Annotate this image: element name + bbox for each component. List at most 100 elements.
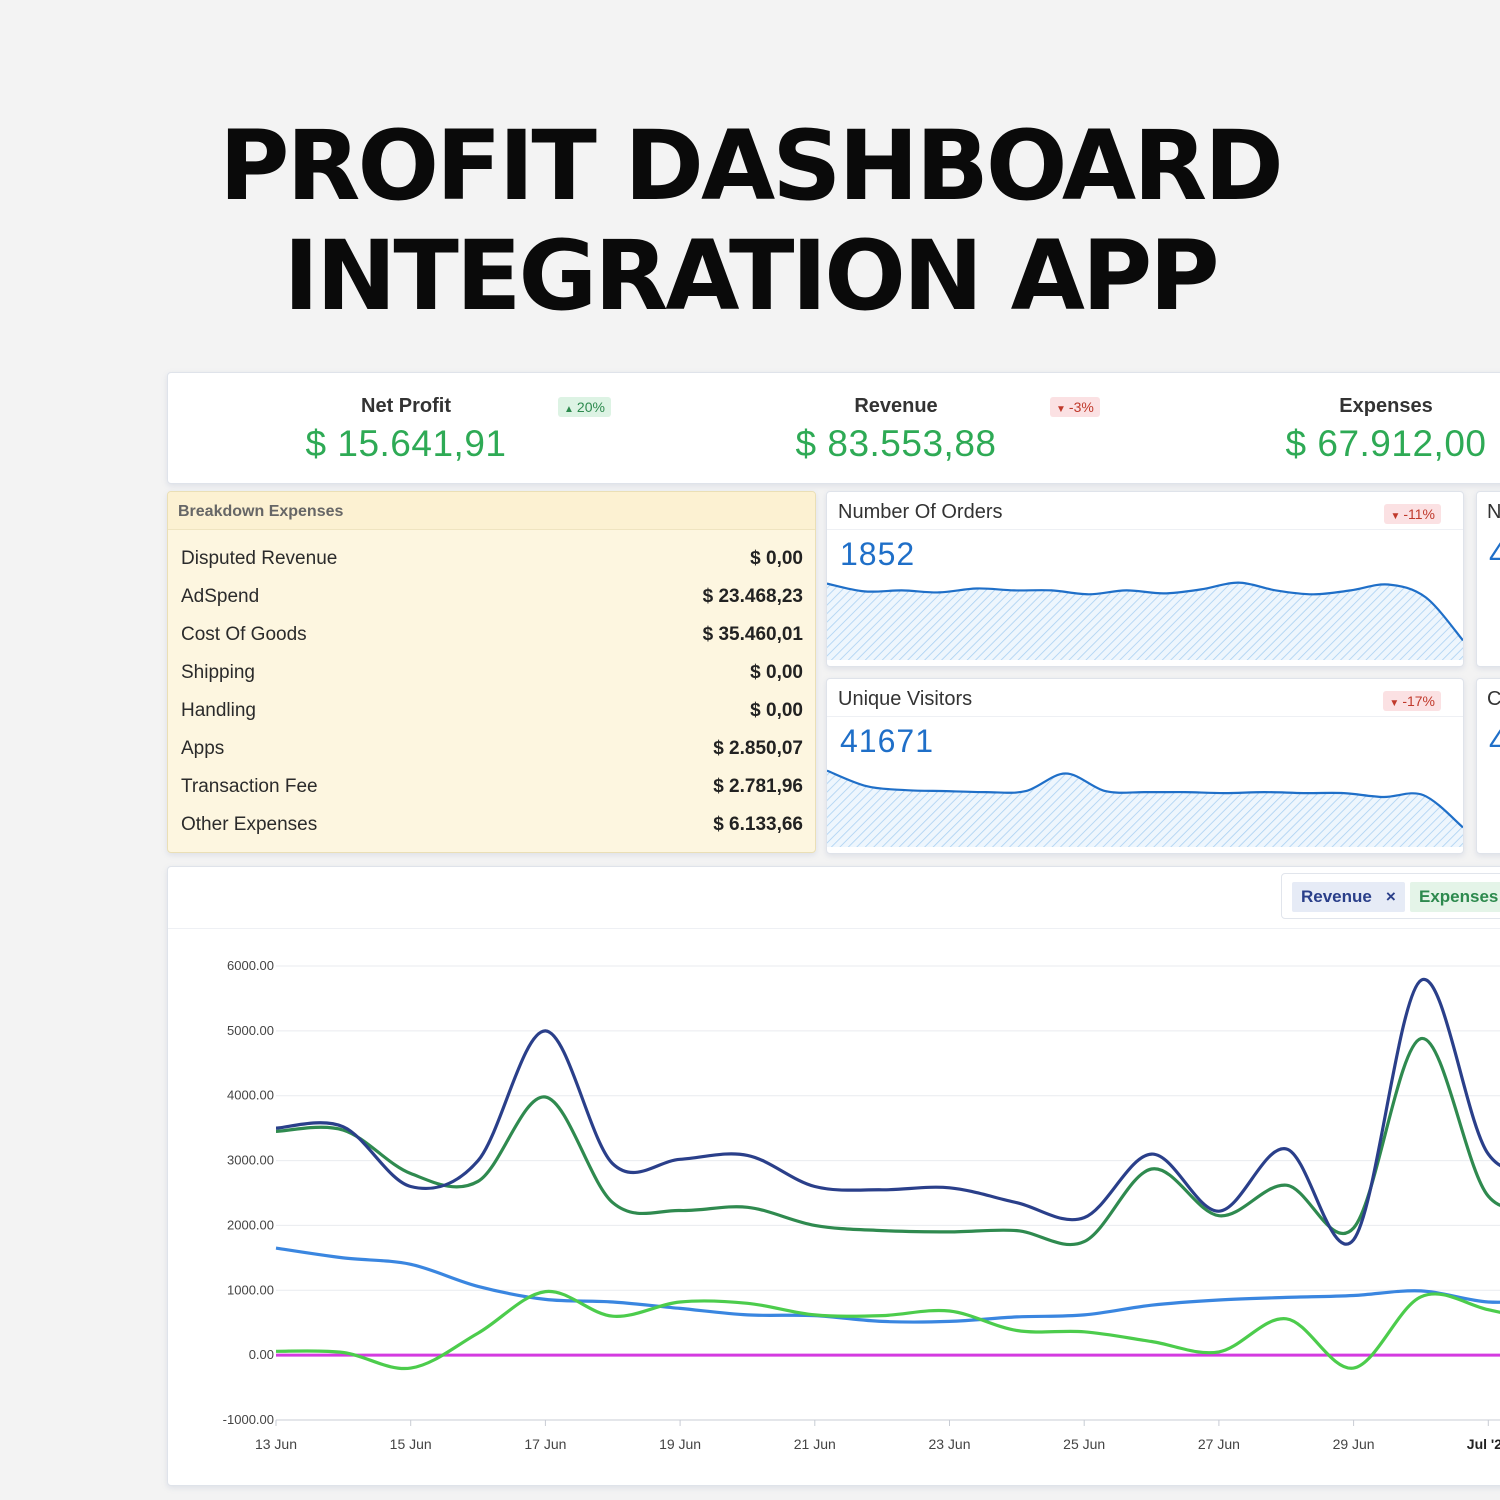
- sparkline-area: [827, 582, 1463, 660]
- x-tick-label: 15 Jun: [390, 1436, 432, 1452]
- x-tick-label: 25 Jun: [1063, 1436, 1105, 1452]
- kpi-label: Net Profit: [361, 395, 451, 417]
- sparkline-line: [827, 581, 1463, 642]
- badge-label: -3%: [1068, 399, 1094, 415]
- breakdown-label: Apps: [181, 738, 225, 759]
- number-of-orders-card: Number Of Orders ▼ -11% 1852: [826, 491, 1464, 667]
- breakdown-value: $ 6.133,66: [713, 814, 803, 835]
- y-tick-label: 4000.00: [227, 1088, 274, 1103]
- y-tick-label: 5000.00: [227, 1023, 274, 1038]
- metric-value: 41671: [840, 723, 934, 759]
- divider: [168, 928, 1500, 929]
- kpi-expenses: Expenses $ 67.912,00: [1236, 373, 1500, 483]
- series-line-1: [275, 1037, 1500, 1247]
- chevron-up-icon: ▲: [564, 404, 574, 415]
- breakdown-value: $ 2.781,96: [713, 776, 803, 797]
- chevron-down-icon: ▼: [1390, 511, 1401, 522]
- breakdown-value: $ 0,00: [750, 548, 803, 569]
- breakdown-row: AdSpend $ 23.468,23: [181, 586, 803, 624]
- visitors-sparkline: [827, 769, 1463, 847]
- kpi-strip: Net Profit $ 15.641,91 ▲ 20% Revenue $ 83…: [167, 372, 1500, 484]
- breakdown-label: Disputed Revenue: [181, 548, 338, 569]
- breakdown-label: Handling: [181, 700, 256, 721]
- cropped-metric-card: N 4: [1476, 491, 1500, 667]
- series-line-0: [275, 978, 1500, 1246]
- metric-header: Unique Visitors ▼ -17%: [827, 679, 1463, 717]
- metric-value: 4: [1489, 536, 1500, 573]
- breakdown-label: AdSpend: [181, 586, 260, 607]
- metric-value: 4: [1489, 723, 1500, 760]
- breakdown-row: Shipping $ 0,00: [181, 662, 803, 700]
- kpi-revenue: Revenue $ 83.553,88: [746, 373, 1046, 483]
- x-tick-label: 29 Jun: [1333, 1436, 1375, 1452]
- headline-line-2: INTEGRATION APP: [283, 220, 1219, 332]
- breakdown-value: $ 35.460,01: [702, 624, 803, 645]
- breakdown-row: Disputed Revenue $ 0,00: [181, 548, 803, 586]
- breakdown-value: $ 2.850,07: [713, 738, 803, 759]
- x-tick-label: Jul '22: [1467, 1436, 1500, 1452]
- badge-label: -11%: [1403, 506, 1435, 522]
- series-filter: Revenue × Expenses: [1281, 873, 1500, 919]
- breakdown-label: Shipping: [181, 662, 255, 683]
- y-tick-label: 6000.00: [227, 958, 274, 973]
- legend-label: Revenue: [1301, 887, 1372, 906]
- breakdown-label: Transaction Fee: [181, 776, 318, 797]
- breakdown-row: Apps $ 2.850,07: [181, 738, 803, 776]
- kpi-label: Revenue: [854, 395, 938, 417]
- chevron-down-icon: ▼: [1389, 698, 1400, 709]
- x-tick-label: 21 Jun: [794, 1436, 836, 1452]
- y-tick-label: 0.00: [249, 1347, 274, 1362]
- breakdown-row: Transaction Fee $ 2.781,96: [181, 776, 803, 814]
- unique-visitors-card: Unique Visitors ▼ -17% 41671: [826, 678, 1464, 854]
- close-icon[interactable]: ×: [1385, 887, 1396, 906]
- x-tick-label: 19 Jun: [659, 1436, 701, 1452]
- breakdown-row: Other Expenses $ 6.133,66: [181, 814, 803, 852]
- headline-line-1: PROFIT DASHBOARD: [219, 110, 1284, 222]
- breakdown-label: Other Expenses: [181, 814, 318, 835]
- y-tick-label: 1000.00: [227, 1282, 274, 1297]
- metric-header: Number Of Orders ▼ -11%: [827, 492, 1463, 530]
- net-profit-change-badge: ▲ 20%: [558, 397, 611, 417]
- x-tick-label: 17 Jun: [524, 1436, 566, 1452]
- metric-title: Number Of Orders: [838, 501, 1003, 523]
- breakdown-title: Breakdown Expenses: [178, 503, 344, 520]
- badge-label: 20%: [576, 399, 605, 415]
- breakdown-value: $ 0,00: [750, 700, 803, 721]
- revenue-change-badge: ▼ -3%: [1050, 397, 1100, 417]
- legend-chip-revenue[interactable]: Revenue ×: [1292, 882, 1405, 912]
- sparkline-line: [827, 769, 1463, 829]
- main-chart-card: 6000.00 5000.00 4000.00 3000.00 2000.00 1000.…: [167, 866, 1500, 1486]
- y-tick-label: 3000.00: [227, 1153, 274, 1168]
- series-line-3: [275, 1289, 1500, 1371]
- orders-change-badge: ▼ -11%: [1384, 504, 1441, 524]
- metric-title: Unique Visitors: [838, 688, 973, 710]
- metric-value: 1852: [840, 536, 916, 572]
- visitors-change-badge: ▼ -17%: [1383, 691, 1441, 711]
- x-tick-label: 23 Jun: [928, 1436, 970, 1452]
- badge-label: -17%: [1402, 693, 1435, 709]
- y-tick-label: -1000.00: [223, 1412, 274, 1427]
- main-line-chart: 6000.00 5000.00 4000.00 3000.00 2000.00 1000.…: [223, 958, 1500, 1452]
- y-tick-label: 2000.00: [227, 1217, 274, 1232]
- series-line-2: [275, 1246, 1500, 1324]
- kpi-net-profit: Net Profit $ 15.641,91: [256, 373, 556, 483]
- metric-title: N: [1487, 501, 1500, 524]
- orders-sparkline: [827, 581, 1463, 660]
- breakdown-value: $ 23.468,23: [702, 586, 803, 607]
- legend-chip-expenses[interactable]: Expenses: [1410, 882, 1500, 912]
- breakdown-label: Cost Of Goods: [181, 624, 307, 645]
- x-tick-label: 13 Jun: [255, 1436, 297, 1452]
- breakdown-value: $ 0,00: [750, 662, 803, 683]
- x-tick-label: 27 Jun: [1198, 1436, 1240, 1452]
- breakdown-header: Breakdown Expenses: [168, 492, 815, 530]
- kpi-value: $ 67.912,00: [1285, 423, 1487, 464]
- legend-label: Expenses: [1419, 887, 1499, 906]
- metric-title: C: [1487, 688, 1500, 711]
- breakdown-row: Handling $ 0,00: [181, 700, 803, 738]
- kpi-value: $ 83.553,88: [795, 423, 997, 464]
- breakdown-row: Cost Of Goods $ 35.460,01: [181, 624, 803, 662]
- sparkline-area: [827, 770, 1463, 847]
- kpi-label: Expenses: [1339, 395, 1433, 417]
- kpi-value: $ 15.641,91: [305, 423, 507, 464]
- breakdown-expenses-panel: Breakdown Expenses Disputed Revenue $ 0,0…: [167, 491, 816, 853]
